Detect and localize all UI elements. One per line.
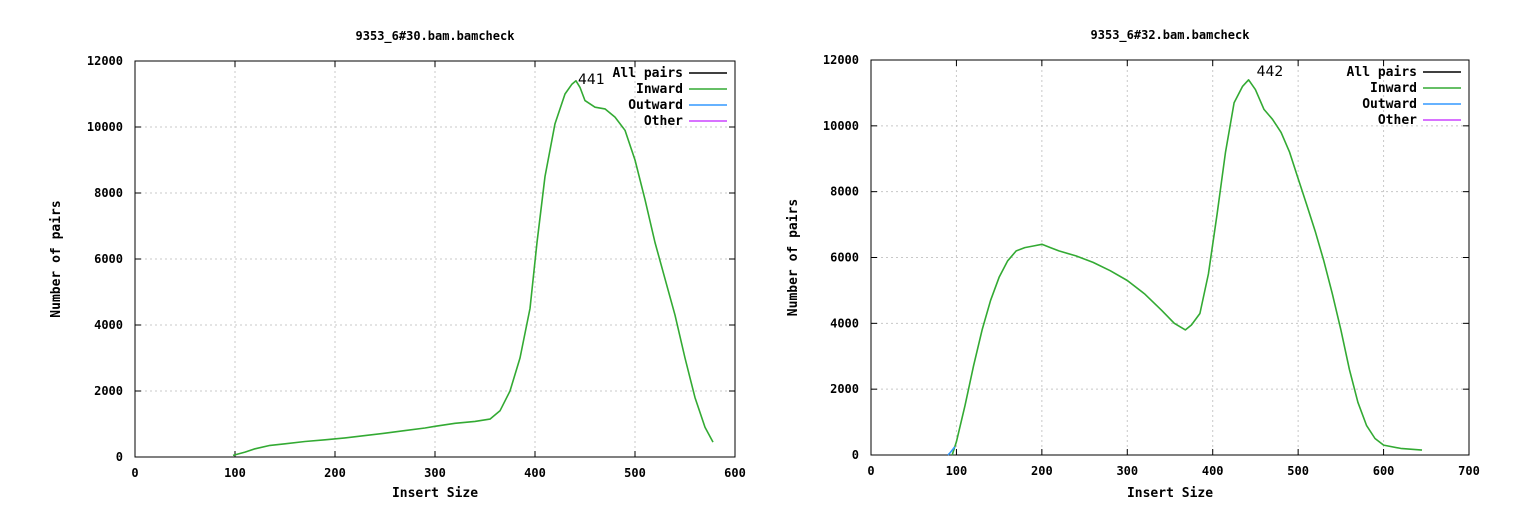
series-line-inward (951, 79, 1423, 456)
legend-label: Outward (628, 98, 683, 113)
y-tick-label: 4000 (830, 316, 859, 330)
chart-title: 9353_6#30.bam.bamcheck (356, 29, 516, 44)
x-tick-label: 200 (324, 466, 346, 480)
x-tick-label: 300 (424, 466, 446, 480)
x-tick-label: 500 (1287, 464, 1309, 478)
x-tick-label: 600 (724, 466, 746, 480)
x-tick-label: 400 (1202, 464, 1224, 478)
y-tick-label: 4000 (94, 318, 123, 332)
y-axis-label: Number of pairs (786, 199, 801, 316)
x-axis-label: Insert Size (1127, 486, 1213, 501)
x-tick-label: 0 (131, 466, 138, 480)
peak-annotation: 442 (1257, 64, 1284, 80)
x-tick-label: 0 (867, 464, 874, 478)
legend-label: All pairs (1347, 65, 1417, 80)
y-tick-label: 2000 (830, 382, 859, 396)
series-line-outward (947, 446, 956, 456)
y-tick-label: 10000 (823, 119, 859, 133)
y-tick-label: 6000 (94, 252, 123, 266)
x-axis-label: Insert Size (392, 486, 478, 501)
legend-label: Inward (636, 82, 683, 97)
x-tick-label: 700 (1458, 464, 1480, 478)
x-tick-label: 500 (624, 466, 646, 480)
y-tick-label: 0 (852, 448, 859, 462)
legend-label: Outward (1362, 97, 1417, 112)
chart-left: 0 100 200 300 400 500 600020004000600080001000… (49, 29, 746, 501)
y-tick-label: 2000 (94, 384, 123, 398)
x-tick-label: 300 (1116, 464, 1138, 478)
y-axis-label: Number of pairs (49, 200, 64, 317)
x-tick-label: 100 (946, 464, 968, 478)
peak-annotation: 441 (578, 72, 605, 88)
y-tick-label: 8000 (94, 186, 123, 200)
y-tick-label: 6000 (830, 251, 859, 265)
legend-label: Other (644, 114, 683, 129)
y-tick-label: 0 (116, 450, 123, 464)
x-tick-label: 600 (1373, 464, 1395, 478)
chart-title: 9353_6#32.bam.bamcheck (1091, 28, 1251, 43)
y-tick-label: 12000 (87, 54, 123, 68)
y-tick-label: 8000 (830, 185, 859, 199)
legend-label: Inward (1370, 81, 1417, 96)
x-tick-label: 100 (224, 466, 246, 480)
legend-label: All pairs (613, 66, 683, 81)
x-tick-label: 200 (1031, 464, 1053, 478)
y-tick-label: 10000 (87, 120, 123, 134)
series-line-inward (232, 80, 714, 457)
y-tick-label: 12000 (823, 53, 859, 67)
x-tick-label: 400 (524, 466, 546, 480)
legend-label: Other (1378, 113, 1417, 128)
chart-right: 0 100 200 300 400 500 600 700 0 2000 4000 6000 8000 1… (786, 28, 1480, 501)
